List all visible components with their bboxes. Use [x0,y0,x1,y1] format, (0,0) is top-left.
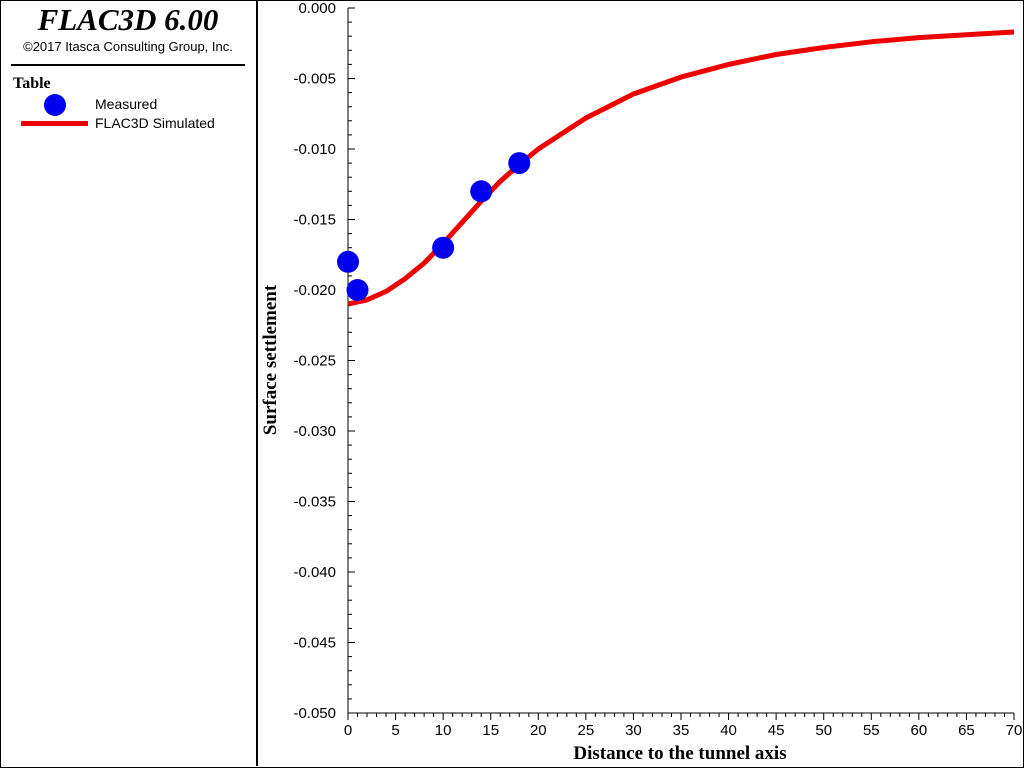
y-tick-label: -0.010 [293,141,336,158]
legend-panel: FLAC3D 6.00 ©2017 Itasca Consulting Grou… [0,0,258,766]
measured-point [346,279,369,301]
y-tick-label: -0.015 [293,212,336,229]
y-tick-label: -0.030 [293,423,336,440]
simulated-curve-layer [347,29,1015,307]
legend-simulated-label: FLAC3D Simulated [95,115,215,131]
x-tick-label: 45 [768,722,785,739]
x-tick-label: 40 [720,722,737,739]
copyright-text: ©2017 Itasca Consulting Group, Inc. [23,39,233,54]
y-tick-label: -0.020 [293,282,336,299]
x-tick-label: 5 [391,722,399,739]
legend-title: Table [13,75,51,92]
x-tick-label: 60 [911,722,928,739]
measured-point [337,250,359,273]
app-title: FLAC3D 6.00 [37,2,219,37]
x-tick-label: 10 [435,722,452,739]
x-tick-label: 0 [344,722,352,739]
x-tick-label: 25 [578,722,595,739]
y-tick-label: -0.025 [293,353,336,370]
x-tick-label: 15 [482,722,499,739]
y-axis-title: Surface settlement [260,284,281,435]
measured-point [508,152,531,175]
x-axis-title: Distance to the tunnel axis [573,743,786,764]
legend-measured-label: Measured [95,96,158,112]
x-tick-label: 65 [958,722,975,739]
y-tick-label: -0.040 [293,564,336,581]
y-tick-label: -0.045 [293,635,336,652]
x-tick-label: 20 [530,722,547,739]
x-tick-label: 35 [673,722,690,739]
y-tick-label: 0.000 [298,0,336,17]
legend-simulated-line-icon [21,121,88,126]
measured-point [470,180,493,203]
x-tick-label: 50 [815,722,832,739]
legend-measured-marker-icon [44,94,66,116]
x-tick-label: 55 [863,722,880,739]
chart-axes: 0 5 10 15 20 25 30 35 40 45 50 55 60 65 70 0.000 -0.005 -… [293,0,1022,739]
simulated-settlement-line [347,29,1015,307]
y-tick-label: -0.050 [293,705,336,722]
x-tick-label: 30 [625,722,642,739]
y-tick-label: -0.035 [293,494,336,511]
measured-markers-layer [337,152,531,301]
legend-separator [11,64,245,66]
measured-point [432,236,455,259]
x-tick-label: 70 [1006,722,1023,739]
y-tick-label: -0.005 [293,71,336,88]
